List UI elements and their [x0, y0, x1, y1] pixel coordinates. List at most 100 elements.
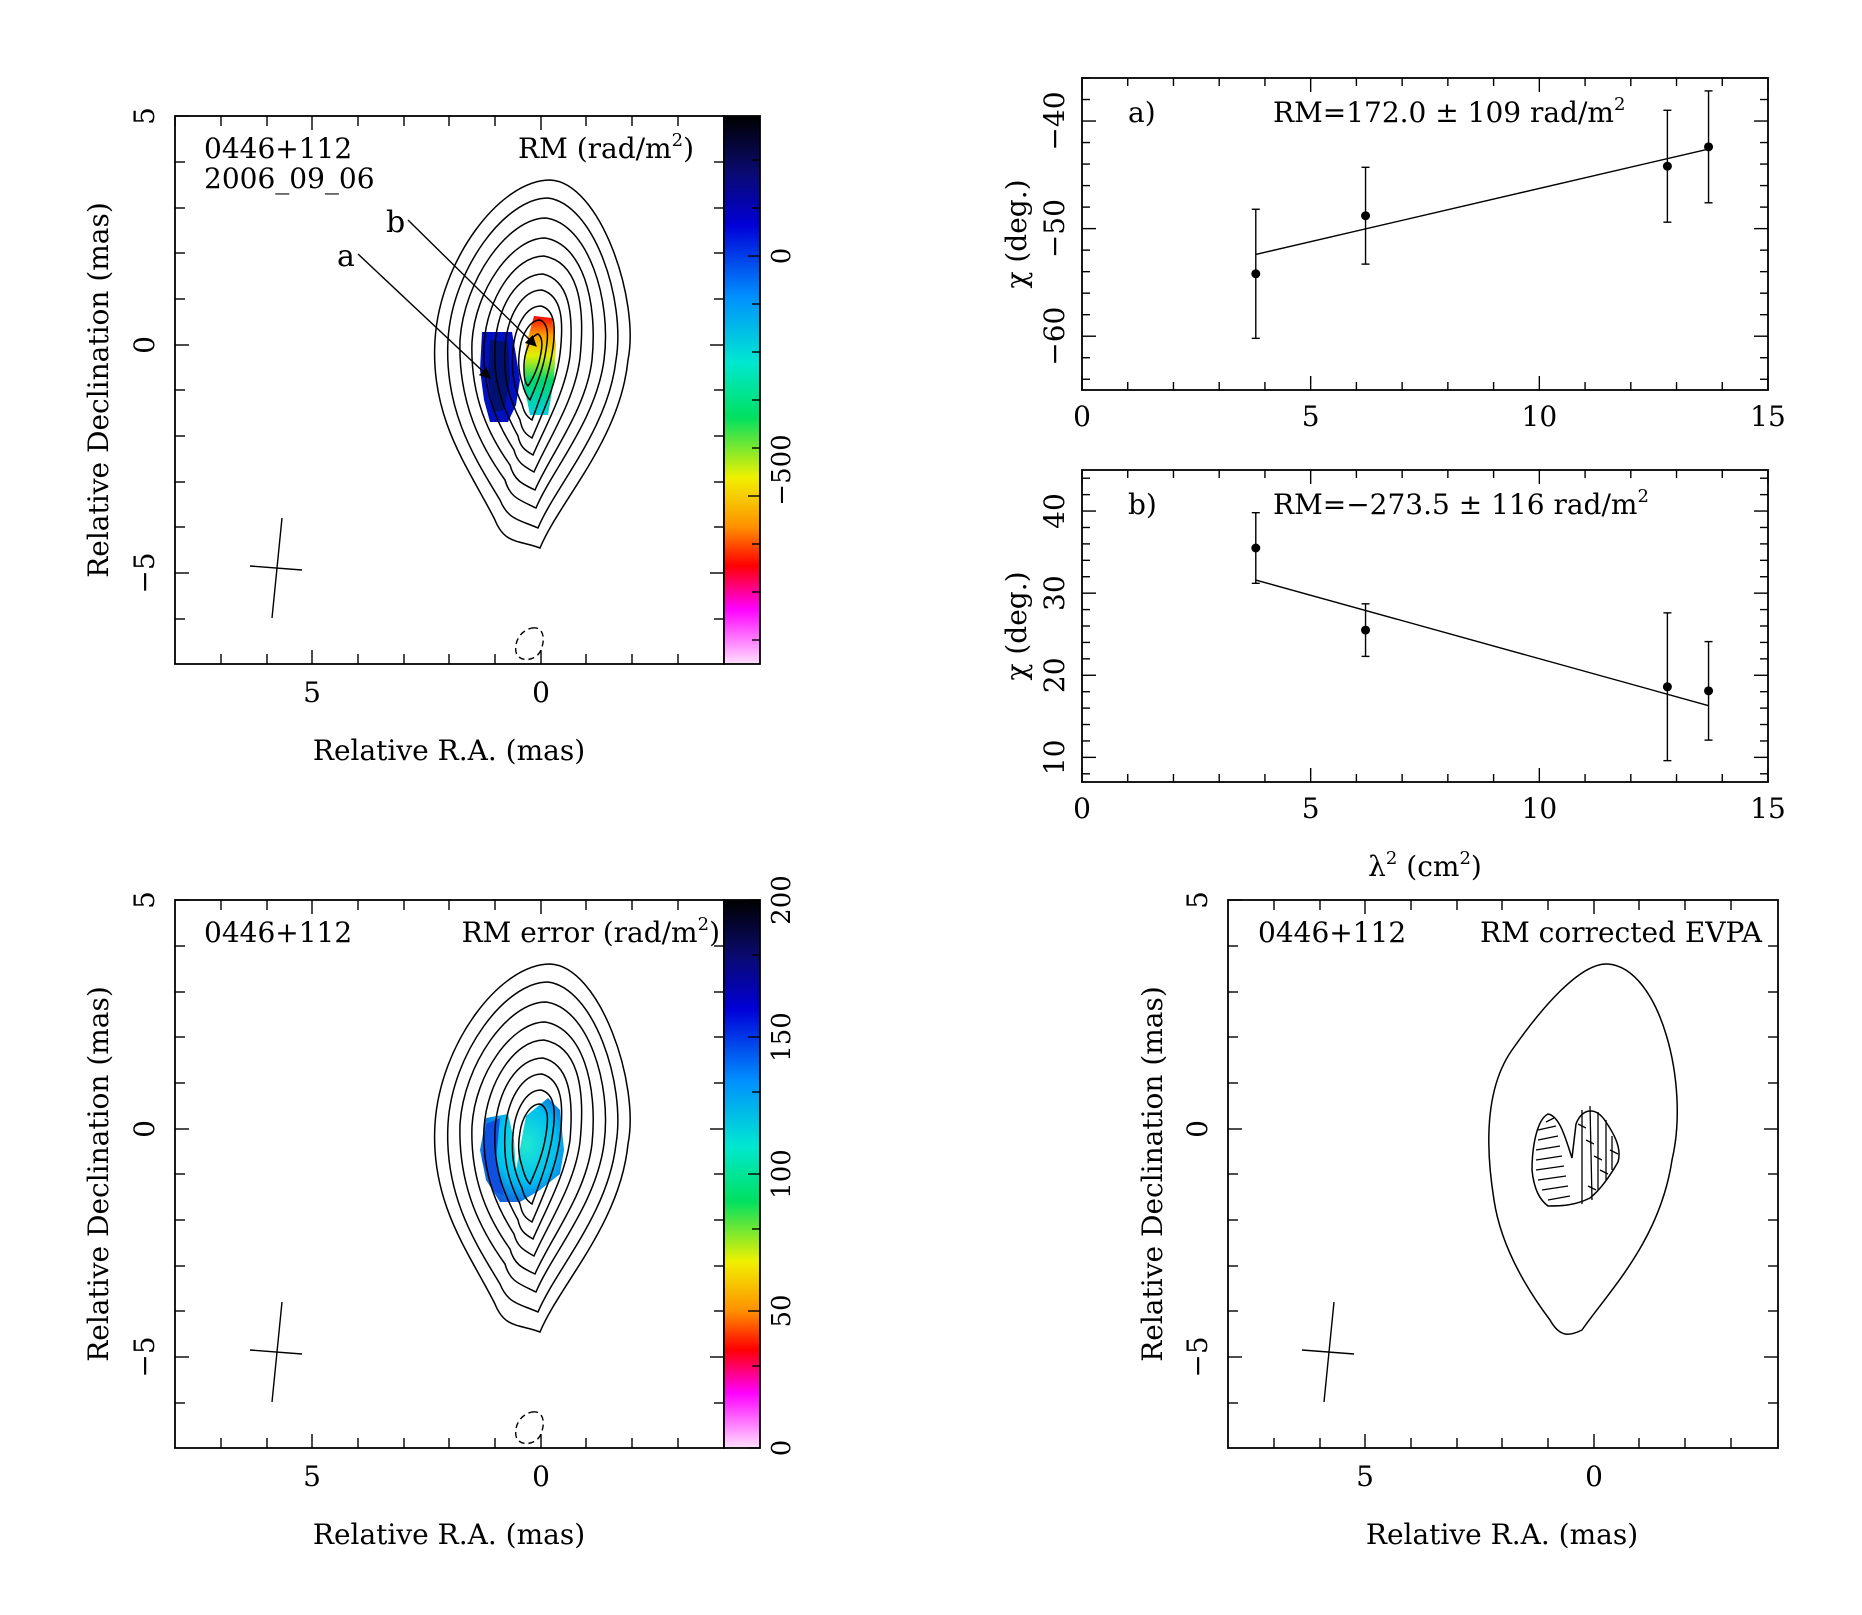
- plot-b-ytick-label: 10: [1038, 740, 1071, 776]
- plot-b-xtick-label: 0: [1073, 792, 1091, 825]
- plot-b-data-point: [1361, 625, 1371, 635]
- evpa-vectors: [1535, 1105, 1619, 1204]
- rm-epoch: 2006_09_06: [204, 162, 375, 195]
- plot-b-xtick-label: 10: [1522, 792, 1558, 825]
- plot-a-xtick-label: 10: [1522, 400, 1558, 433]
- rm-beam: [249, 517, 303, 619]
- evpa-ytick-5: 5: [1181, 891, 1214, 909]
- evpa-ylabel: Relative Declination (mas): [1136, 986, 1169, 1362]
- rm-xtick-0: 0: [532, 676, 550, 709]
- rm-error-ytick-m5: −5: [128, 1336, 161, 1377]
- plot-b-ytick-label: 30: [1038, 575, 1071, 611]
- plot-b-xtick-label: 15: [1750, 792, 1786, 825]
- plot-a-data-point: [1361, 211, 1371, 221]
- rm-xtick-5: 5: [303, 676, 321, 709]
- plot-a-xtick-label: 0: [1073, 400, 1091, 433]
- rm-error-map-ticks: [175, 899, 724, 1448]
- rm-error-colorbar-ticks: [748, 899, 760, 1449]
- rm-error-colorbar-tick-150: 150: [767, 1012, 797, 1062]
- plot-a-data-point: [1251, 269, 1261, 279]
- rm-error-colorbar-tick-0: 0: [767, 1440, 797, 1457]
- rm-arrow-label-a: a: [337, 239, 355, 274]
- plot-a-frame: [1081, 77, 1769, 391]
- plot-a-panel-label: a): [1128, 96, 1156, 129]
- rm-ytick-m5: −5: [128, 552, 161, 593]
- plot-a-data-point: [1662, 161, 1672, 171]
- plot-b-marks: 0 5 10 15 10 20 30 40: [1038, 470, 1786, 825]
- evpa-map-panel: 5 0 5 0 −5 Relative R.A. (mas) Relative …: [1136, 891, 1779, 1551]
- plot-b-data-point: [1704, 686, 1714, 696]
- rm-ytick-0: 0: [128, 336, 161, 354]
- rm-arrow-label-b: b: [386, 205, 405, 240]
- evpa-ytick-m5: −5: [1181, 1336, 1214, 1377]
- rm-arrow-a: [357, 253, 491, 379]
- plot-a-ytick-label: −60: [1038, 307, 1071, 366]
- evpa-xlabel: Relative R.A. (mas): [1366, 1518, 1638, 1551]
- rm-xlabel: Relative R.A. (mas): [313, 734, 585, 767]
- evpa-xtick-0: 0: [1585, 1460, 1603, 1493]
- rm-error-source-name: 0446+112: [204, 916, 352, 949]
- rm-map-ticks: [174, 115, 724, 664]
- evpa-map-ticks: [1228, 899, 1778, 1448]
- evpa-xtick-5: 5: [1356, 1460, 1374, 1493]
- evpa-outer-contour: [1488, 963, 1678, 1335]
- plot-b-ylabel: χ (deg.): [1000, 571, 1033, 680]
- rm-colorbar-tick-0: 0: [767, 248, 797, 265]
- rm-colorbar-tick-1: −500: [767, 434, 797, 505]
- rm-error-xlabel: Relative R.A. (mas): [313, 1518, 585, 1551]
- rm-error-map-frame: [174, 899, 725, 1449]
- plot-a-ylabel: χ (deg.): [1000, 179, 1033, 288]
- plot-b-xtick-label: 5: [1302, 792, 1320, 825]
- evpa-map-label: RM corrected EVPA: [1480, 916, 1763, 949]
- plot-a-data-point: [1704, 142, 1714, 152]
- rm-error-colorbar-tick-100: 100: [767, 1149, 797, 1199]
- rm-error-colorbar-tick-200: 200: [767, 875, 797, 925]
- plot-a-fit-line: [1255, 148, 1709, 256]
- plot-a-ytick-label: −40: [1038, 91, 1071, 150]
- evpa-beam: [1301, 1301, 1355, 1403]
- rm-error-ylabel: Relative Declination (mas): [82, 986, 115, 1362]
- evpa-map-frame: [1227, 899, 1779, 1449]
- plot-a-xtick-label: 15: [1750, 400, 1786, 433]
- rm-error-patch: [480, 1098, 564, 1202]
- plot-b-ytick-label: 40: [1038, 493, 1071, 529]
- rm-error-contours: [433, 963, 631, 1333]
- rm-patch-east: [524, 316, 556, 415]
- rm-source-name: 0446+112: [204, 132, 352, 165]
- rm-contours: [433, 179, 631, 549]
- plot-a-marks: 0 5 10 15 −60 −50 −40: [1038, 77, 1786, 433]
- plot-a-ytick-label: −50: [1038, 199, 1071, 258]
- rm-colorbar: [723, 115, 761, 665]
- rm-map-panel: a b: [82, 107, 797, 767]
- rm-error-beam: [249, 1301, 303, 1403]
- rm-error-ytick-5: 5: [128, 891, 161, 909]
- evpa-ytick-0: 0: [1181, 1120, 1214, 1138]
- plot-b-data-point: [1662, 682, 1672, 692]
- rm-ylabel: Relative Declination (mas): [82, 202, 115, 578]
- plot-b-ytick-label: 20: [1038, 657, 1071, 693]
- plot-b-data-point: [1251, 543, 1261, 553]
- rm-arrow-b: [407, 219, 537, 347]
- rm-error-xtick-0: 0: [532, 1460, 550, 1493]
- rm-map-label: RM (rad/m2): [518, 130, 694, 165]
- rm-error-dashed-contour: [515, 1411, 544, 1445]
- rm-error-ytick-0: 0: [128, 1120, 161, 1138]
- plot-shared-xlabel: λ2 (cm2): [1368, 848, 1482, 883]
- chi-plot-a: 0 5 10 15 −60 −50 −40 a) RM=172.0 ± 109 rad/m2…: [1000, 77, 1786, 433]
- chi-plot-b: 0 5 10 15 10 20 30 40 b) RM=−273.5 ± 116 rad/m2…: [1000, 469, 1786, 883]
- rm-map-frame: [174, 115, 725, 665]
- plot-a-annotation: RM=172.0 ± 109 rad/m2: [1273, 94, 1625, 129]
- rm-error-xtick-5: 5: [303, 1460, 321, 1493]
- rm-dashed-contour: [515, 627, 544, 661]
- plot-a-xtick-label: 5: [1302, 400, 1320, 433]
- rm-ytick-5: 5: [128, 107, 161, 125]
- plot-b-panel-label: b): [1128, 488, 1157, 521]
- plot-b-annotation: RM=−273.5 ± 116 rad/m2: [1273, 486, 1649, 521]
- rm-error-patch-edge: [482, 1118, 504, 1196]
- rm-colorbar-ticks: [748, 159, 760, 641]
- rm-error-colorbar-tick-50: 50: [767, 1294, 797, 1327]
- plot-b-fit-line: [1255, 579, 1709, 707]
- rm-error-map-label: RM error (rad/m2): [462, 914, 720, 949]
- rm-error-map-panel: 200 150 100 50 0 5 0 5 0 −5 Relative R.A…: [82, 875, 797, 1551]
